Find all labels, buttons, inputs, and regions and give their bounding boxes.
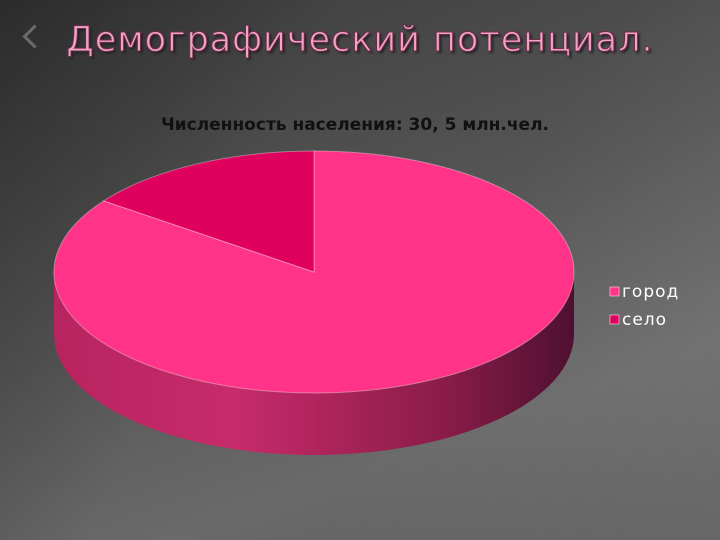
legend-label-село: село [622, 310, 667, 330]
pie-slice-город [53, 150, 575, 394]
pie-side-wall [54, 272, 574, 455]
legend-swatch-село [609, 314, 620, 325]
slide-title: Демографический потенциал. [66, 20, 654, 61]
chart-title: Численность населения: 30, 5 млн.чел. [161, 115, 549, 135]
legend-label-город: город [622, 282, 679, 302]
pie-group [53, 150, 575, 455]
legend: город село [609, 282, 679, 330]
legend-swatch-город [609, 286, 620, 297]
pie-slice-село [102, 150, 315, 273]
